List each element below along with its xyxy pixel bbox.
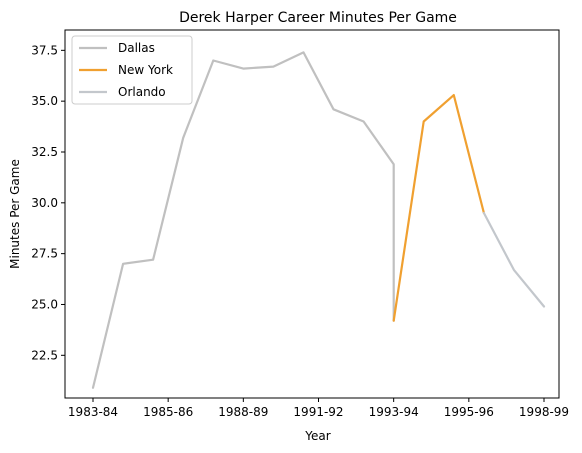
y-tick-label: 22.5 (31, 348, 58, 362)
legend-label-dallas: Dallas (118, 41, 155, 55)
plot-area (64, 29, 560, 399)
y-tick-label: 37.5 (31, 43, 58, 57)
x-axis-label: Year (304, 429, 330, 443)
legend: Dallas New York Orlando (71, 35, 193, 105)
legend-label-orlando: Orlando (118, 85, 166, 99)
y-tick-label: 32.5 (31, 145, 58, 159)
x-tick-label: 1998-99 (519, 405, 569, 419)
x-tick-label: 1995-96 (444, 405, 494, 419)
legend-label-new-york: New York (118, 63, 173, 77)
series-line-new-york (392, 93, 485, 322)
x-tick-label: 1991-92 (293, 405, 343, 419)
x-tick-label: 1983-84 (68, 405, 118, 419)
x-tick-label: 1988-89 (218, 405, 268, 419)
y-tick-label: 35.0 (31, 94, 58, 108)
x-tick-label: 1985-86 (143, 405, 193, 419)
y-tick-label: 30.0 (31, 196, 58, 210)
chart-title: Derek Harper Career Minutes Per Game (179, 10, 457, 26)
x-tick-label: 1993-94 (369, 405, 419, 419)
y-axis-label: Minutes Per Game (8, 159, 22, 269)
legend-box (71, 35, 193, 105)
series-line-dallas (91, 51, 395, 389)
y-tick-label: 27.5 (31, 247, 58, 261)
series-line-orlando (482, 211, 546, 308)
y-tick-label: 25.0 (31, 297, 58, 311)
